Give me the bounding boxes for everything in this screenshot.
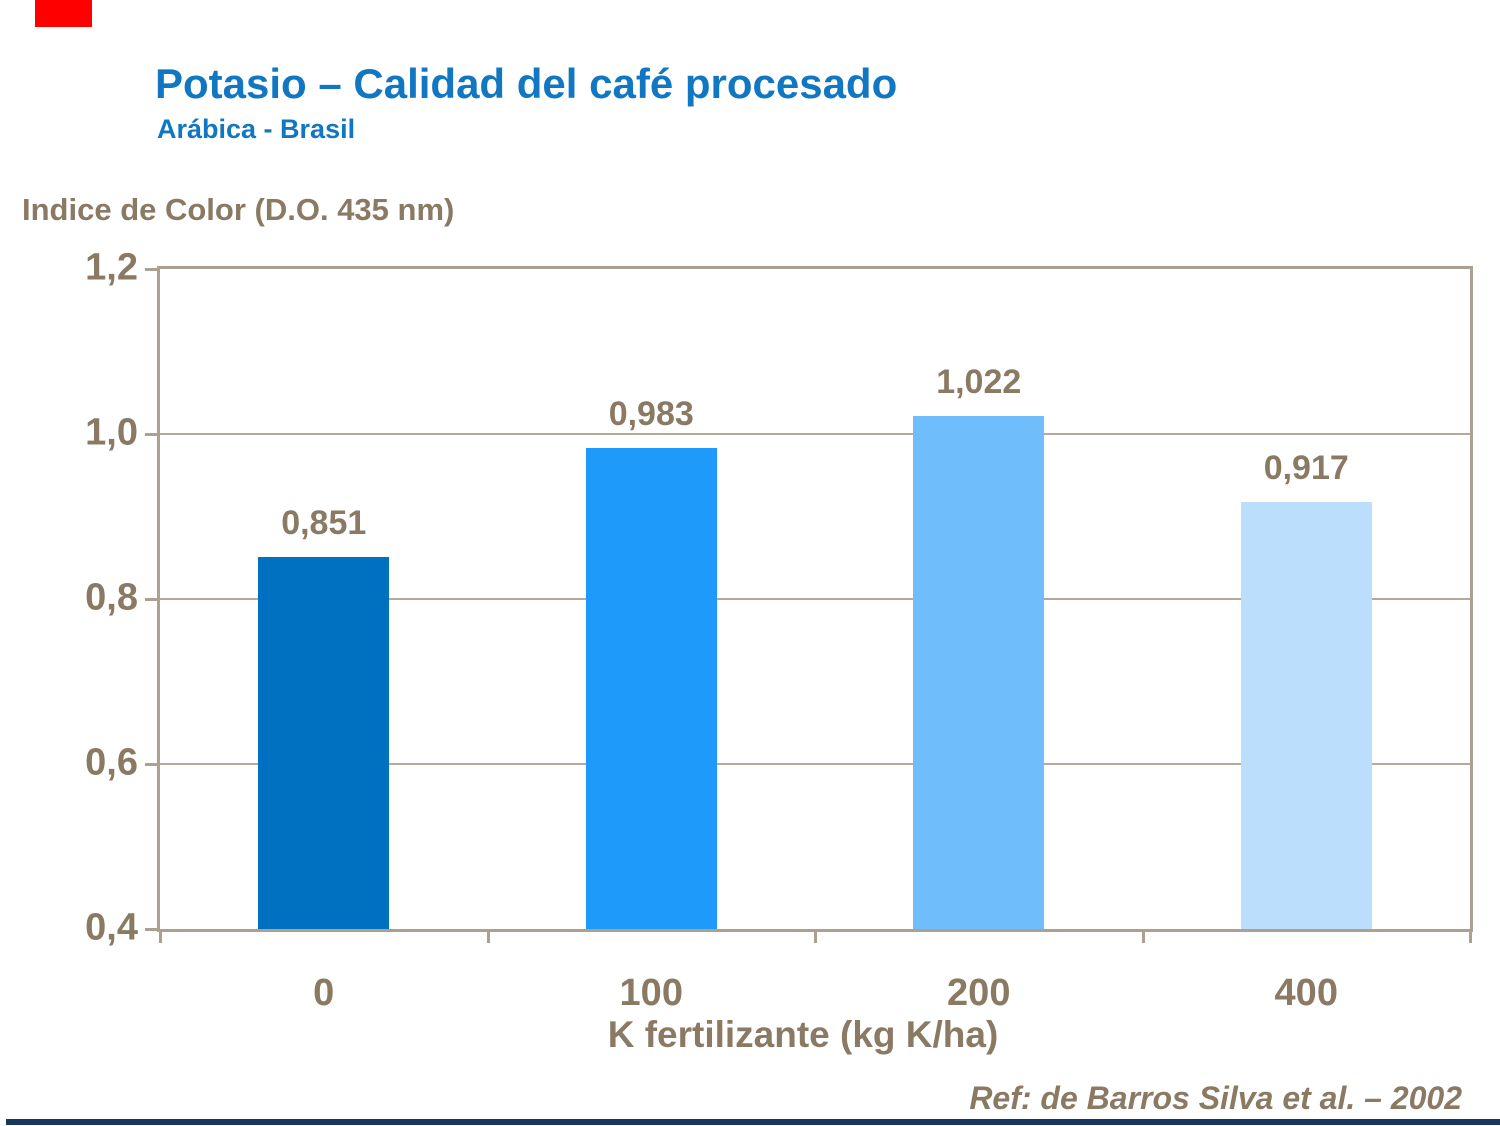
bar xyxy=(258,556,390,929)
x-tick-mark xyxy=(486,930,490,943)
y-tick-mark xyxy=(145,763,159,766)
bar xyxy=(1240,502,1372,929)
y-tick-mark xyxy=(145,928,159,931)
y-tick-label: 0,4 xyxy=(85,906,138,949)
bar-value-label: 0,917 xyxy=(1263,449,1349,488)
y-tick-label: 1,2 xyxy=(85,246,138,289)
bar-value-label: 0,851 xyxy=(281,503,367,542)
x-tick-label: 100 xyxy=(619,972,683,1014)
x-tick-label: 400 xyxy=(1274,972,1338,1014)
y-tick-mark xyxy=(145,598,159,601)
y-tick-mark xyxy=(145,268,159,271)
reference-text: Ref: de Barros Silva et al. – 2002 xyxy=(969,1080,1462,1116)
y-axis-title: Indice de Color (D.O. 435 nm) xyxy=(22,192,455,227)
gridline xyxy=(160,763,1470,765)
red-accent-bar xyxy=(35,0,92,27)
gridline xyxy=(160,433,1470,435)
y-tick-label: 1,0 xyxy=(85,411,138,454)
x-tick-mark xyxy=(1469,930,1472,943)
bar-value-label: 1,022 xyxy=(936,362,1022,401)
bar xyxy=(913,415,1045,929)
x-tick-mark xyxy=(159,930,162,943)
bottom-accent-bar xyxy=(6,1119,1500,1125)
y-tick-label: 0,8 xyxy=(85,576,138,619)
gridline xyxy=(160,598,1470,600)
plot-area: 0,851 0,983 1,022 0,917 xyxy=(157,266,1473,932)
x-tick-label: 0 xyxy=(313,972,335,1014)
bar xyxy=(585,448,717,929)
chart-subtitle: Arábica - Brasil xyxy=(157,114,356,144)
x-tick-label: 200 xyxy=(947,972,1011,1014)
y-tick-label: 0,6 xyxy=(85,741,138,784)
bar-value-label: 0,983 xyxy=(608,395,694,434)
x-axis-title: K fertilizante (kg K/ha) xyxy=(607,1014,999,1055)
x-tick-mark xyxy=(814,930,817,943)
chart-title: Potasio – Calidad del café procesado xyxy=(155,60,898,107)
y-tick-mark xyxy=(145,433,159,436)
x-tick-mark xyxy=(1141,930,1145,943)
